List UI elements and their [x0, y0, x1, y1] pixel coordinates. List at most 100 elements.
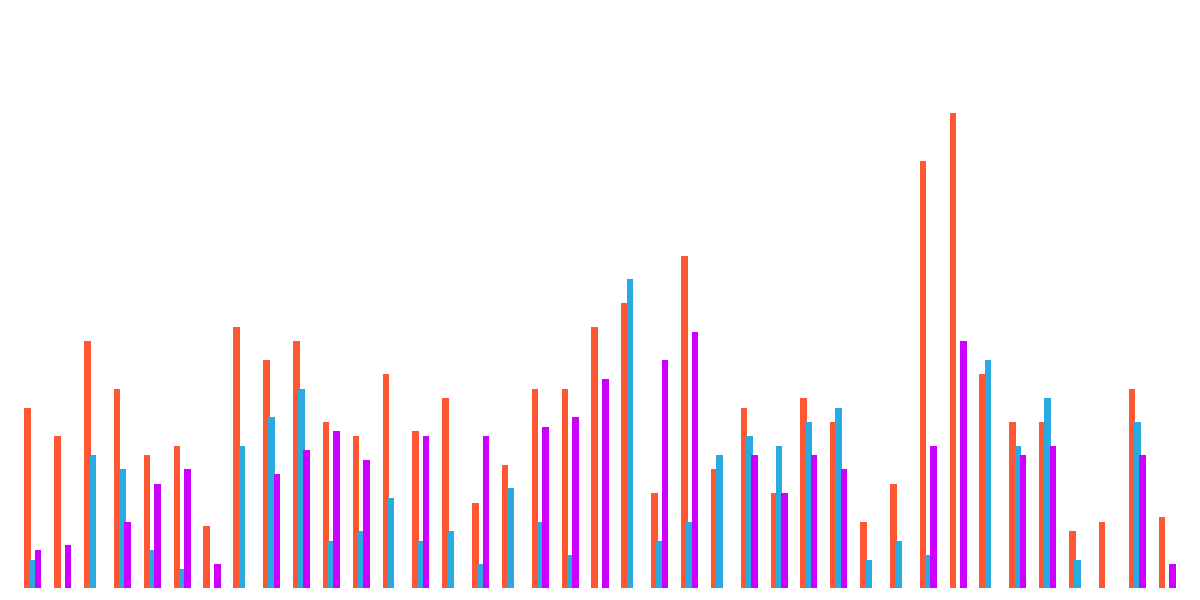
Bar: [740, 407, 748, 588]
Bar: [538, 521, 544, 588]
Text: Blast Data: Exclusively on Flipside 🌟 Build with our API or check out these insi: Blast Data: Exclusively on Flipside 🌟 Bu…: [180, 10, 1020, 28]
Bar: [1009, 422, 1016, 588]
Bar: [960, 341, 967, 588]
Bar: [686, 521, 692, 588]
Bar: [30, 560, 36, 588]
Bar: [144, 455, 150, 588]
Bar: [24, 407, 31, 588]
Bar: [919, 161, 926, 588]
Bar: [830, 422, 836, 588]
Bar: [566, 555, 574, 588]
Bar: [358, 531, 365, 588]
Bar: [304, 451, 310, 588]
Bar: [482, 436, 490, 588]
Bar: [364, 460, 370, 588]
Bar: [233, 327, 240, 588]
Bar: [448, 531, 454, 588]
Bar: [781, 493, 787, 588]
Bar: [776, 446, 782, 588]
Bar: [508, 488, 514, 588]
Bar: [1014, 446, 1021, 588]
Bar: [388, 498, 395, 588]
Bar: [334, 431, 340, 588]
Bar: [174, 446, 180, 588]
Bar: [149, 550, 156, 588]
Bar: [572, 417, 578, 588]
Bar: [682, 256, 688, 588]
Bar: [293, 341, 300, 588]
Bar: [299, 389, 305, 588]
Bar: [114, 389, 120, 588]
Bar: [413, 431, 419, 588]
Bar: [985, 360, 991, 588]
Bar: [710, 469, 718, 588]
Bar: [269, 417, 275, 588]
Bar: [119, 469, 126, 588]
Bar: [860, 521, 866, 588]
Bar: [274, 474, 281, 588]
Bar: [214, 564, 221, 588]
Bar: [1139, 455, 1146, 588]
Bar: [184, 469, 191, 588]
Bar: [54, 436, 61, 588]
Bar: [502, 464, 509, 588]
Bar: [835, 407, 842, 588]
Bar: [1134, 422, 1140, 588]
Bar: [125, 521, 131, 588]
Bar: [1050, 446, 1056, 588]
Bar: [1020, 455, 1026, 588]
Bar: [949, 113, 956, 588]
Bar: [865, 560, 872, 588]
Bar: [1129, 389, 1135, 588]
Bar: [661, 360, 668, 588]
Bar: [542, 427, 548, 588]
Bar: [422, 436, 430, 588]
Bar: [979, 374, 986, 588]
Bar: [383, 374, 389, 588]
Bar: [1039, 422, 1045, 588]
Bar: [239, 446, 245, 588]
Bar: [562, 389, 568, 588]
Bar: [84, 341, 91, 588]
Bar: [35, 550, 42, 588]
Bar: [751, 455, 757, 588]
Bar: [1099, 521, 1105, 588]
Bar: [478, 564, 484, 588]
Bar: [179, 569, 186, 588]
Bar: [592, 327, 598, 588]
Bar: [328, 541, 335, 588]
Bar: [204, 526, 210, 588]
Bar: [925, 555, 931, 588]
Bar: [626, 280, 634, 588]
Bar: [656, 541, 662, 588]
Bar: [323, 422, 330, 588]
Bar: [155, 484, 161, 588]
Bar: [930, 446, 937, 588]
Bar: [1169, 564, 1176, 588]
Bar: [353, 436, 359, 588]
Bar: [800, 398, 806, 588]
Bar: [890, 484, 896, 588]
Bar: [811, 455, 817, 588]
Bar: [895, 541, 901, 588]
Bar: [443, 398, 449, 588]
Bar: [841, 469, 847, 588]
Bar: [691, 332, 698, 588]
Bar: [746, 436, 752, 588]
Bar: [1158, 517, 1165, 588]
Bar: [65, 545, 71, 588]
Bar: [770, 493, 778, 588]
Bar: [418, 541, 424, 588]
Bar: [89, 455, 96, 588]
Bar: [1074, 560, 1081, 588]
Bar: [263, 360, 270, 588]
Bar: [472, 503, 479, 588]
Bar: [716, 455, 722, 588]
Bar: [805, 422, 812, 588]
Bar: [652, 493, 658, 588]
Bar: [622, 303, 628, 588]
Bar: [1069, 531, 1075, 588]
Bar: [1044, 398, 1051, 588]
Bar: [602, 379, 608, 588]
Bar: [532, 389, 539, 588]
